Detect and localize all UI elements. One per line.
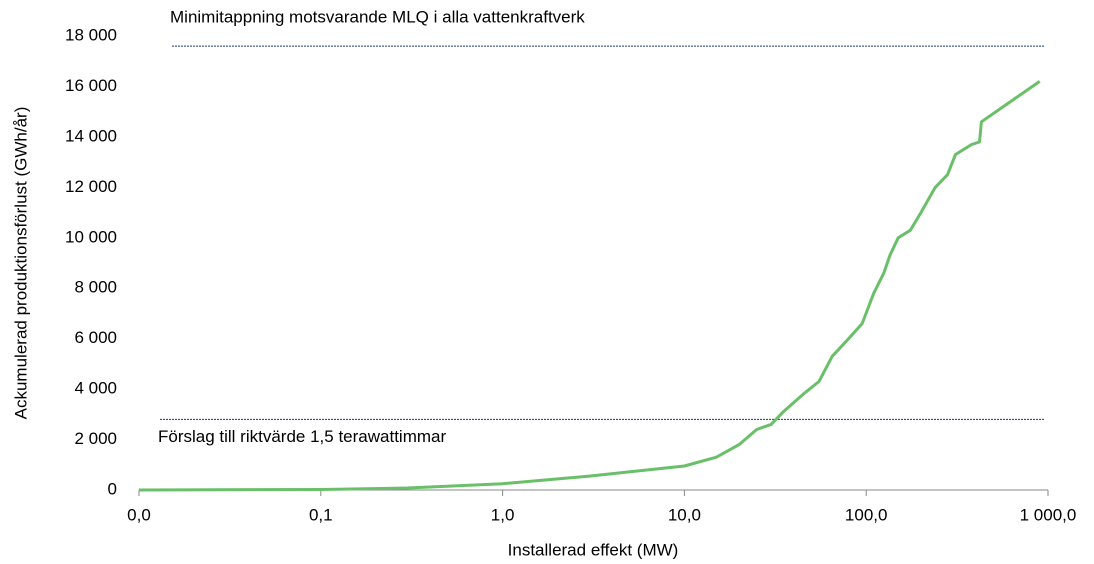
x-axis-label: Installerad effekt (MW) <box>508 540 679 559</box>
y-tick-label: 0 <box>108 479 117 498</box>
x-tick-label: 100,0 <box>845 505 888 524</box>
y-tick-label: 8 000 <box>74 278 117 297</box>
y-tick-label: 4 000 <box>74 379 117 398</box>
y-tick-label: 6 000 <box>74 328 117 347</box>
y-tick-label: 16 000 <box>65 76 117 95</box>
y-tick-label: 14 000 <box>65 126 117 145</box>
y-tick-label: 10 000 <box>65 227 117 246</box>
x-tick-label: 1,0 <box>491 505 515 524</box>
y-tick-label: 12 000 <box>65 177 117 196</box>
annotation: Minimitappning motsvarande MLQ i alla va… <box>170 8 585 27</box>
annotation: Förslag till riktvärde 1,5 terawattimmar <box>158 427 446 446</box>
y-axis-label: Ackumulerad produktionsförlust (GWh/år) <box>11 107 30 420</box>
y-tick-label: 18 000 <box>65 25 117 44</box>
x-tick-label: 10,0 <box>668 505 701 524</box>
y-tick-label: 2 000 <box>74 429 117 448</box>
x-tick-label: 0,1 <box>309 505 333 524</box>
x-tick-label: 1 000,0 <box>1020 505 1077 524</box>
data-line <box>138 80 1041 492</box>
x-tick-label: 0,0 <box>127 505 151 524</box>
